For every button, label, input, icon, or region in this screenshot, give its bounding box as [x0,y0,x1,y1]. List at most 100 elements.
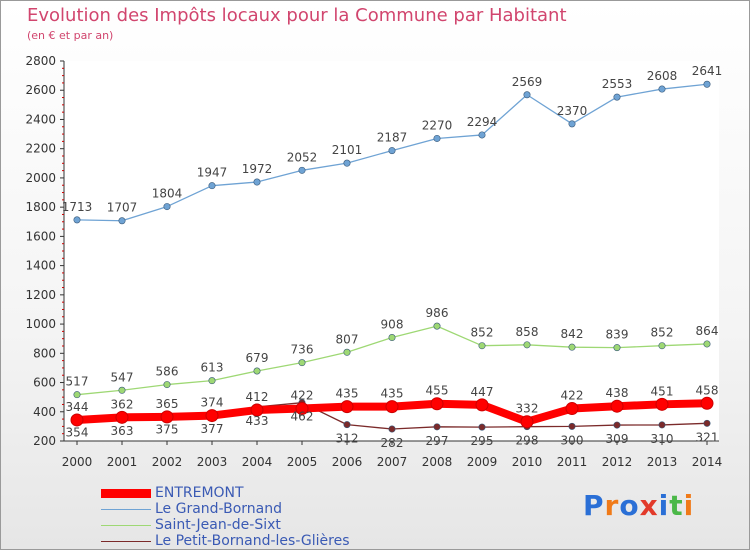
data-label: 908 [381,318,404,332]
chart-title: Evolution des Impôts locaux pour la Comm… [27,5,567,26]
data-label: 374 [201,396,224,410]
data-label: 1804 [152,187,183,201]
legend-label-entremont: ENTREMONT [155,485,244,501]
x-tick-label: 2013 [647,455,678,469]
y-tick-label: 1800 [25,200,56,214]
data-label: 422 [291,389,314,403]
labels-le-grand-bornand: 1713 1707 1804 1947 1972 2052 2101 2187 2270 2294… [62,64,723,215]
data-label: 2569 [512,75,543,89]
labels-entremont: 344 362 365 374 412 422 435 435 455 447 332 422 438 4… [66,383,719,415]
data-point [700,396,714,410]
y-tick-label: 2400 [25,112,56,126]
data-label: 447 [471,385,494,399]
logo-letter: t [669,489,684,522]
data-label: 2052 [287,150,318,164]
data-label: 458 [696,383,719,397]
legend: ENTREMONT Le Grand-Bornand Saint-Jean-de… [101,485,401,549]
data-label: 2187 [377,131,408,145]
data-label: 321 [696,430,719,444]
data-point [253,367,261,375]
data-point [430,397,444,411]
data-point [253,178,261,186]
plot-area [64,61,719,441]
data-point [610,399,624,413]
x-tick-label: 2004 [242,455,273,469]
y-tick-label: 2000 [25,171,56,185]
x-tick-label: 2000 [62,455,93,469]
data-label: 282 [381,436,404,450]
data-label: 332 [516,402,539,416]
data-label: 375 [156,422,179,436]
data-point [655,397,669,411]
data-label: 852 [651,326,674,340]
legend-item-entremont: ENTREMONT [101,485,401,501]
data-label: 354 [66,425,89,439]
y-tick-label: 800 [33,346,56,360]
data-point [295,402,309,416]
data-label: 344 [66,400,89,414]
data-label: 362 [111,397,134,411]
data-label: 986 [426,306,449,320]
data-point [118,217,126,225]
legend-swatch-entremont [101,489,151,498]
data-label: 1713 [62,200,93,214]
y-tick-label: 2800 [25,54,56,68]
line-chart: 200 400 600 800 1000 1200 1400 1600 1800 2000 2200… [25,54,723,469]
x-tick-label: 2014 [692,455,723,469]
data-point [523,91,531,99]
data-label: 451 [651,384,674,398]
x-tick-label: 2003 [197,455,228,469]
data-label: 1972 [242,162,273,176]
data-point [568,343,576,351]
data-label: 365 [156,397,179,411]
legend-swatch-le-petit-bornand [101,541,151,542]
data-point [703,80,711,88]
data-point [613,93,621,101]
labels-saint-jean-de-sixt: 517 547 586 613 679 736 807 908 986 852 858 842 839 8… [66,306,719,389]
data-point [163,203,171,211]
data-point [250,403,264,417]
data-point [658,421,666,429]
data-label: 462 [291,410,314,424]
data-label: 435 [381,387,404,401]
data-label: 2294 [467,115,498,129]
data-point [208,377,216,385]
y-tick-label: 2600 [25,83,56,97]
data-label: 309 [606,432,629,446]
data-point [208,182,216,190]
chart-subtitle: (en € et par an) [27,29,114,42]
data-point [478,131,486,139]
legend-swatch-le-grand-bornand [101,509,151,510]
data-label: 2608 [647,69,678,83]
data-point [658,342,666,350]
data-point [568,120,576,128]
data-point [388,425,396,433]
data-point [475,398,489,412]
data-point [343,348,351,356]
legend-label-le-grand-bornand: Le Grand-Bornand [155,501,283,517]
legend-label-le-petit-bornand: Le Petit-Bornand-les-Glières [155,533,350,549]
data-label: 435 [336,387,359,401]
logo-letter: o [619,489,640,522]
legend-item-le-grand-bornand: Le Grand-Bornand [101,501,401,517]
proxiti-logo: Proxiti [583,489,694,522]
data-label: 807 [336,332,359,346]
data-label: 363 [111,424,134,438]
y-tick-label: 1400 [25,259,56,273]
series-le-grand-bornand [73,80,711,225]
data-label: 852 [471,326,494,340]
data-point [520,415,534,429]
data-label: 839 [606,328,629,342]
data-label: 1707 [107,201,138,215]
logo-letter: x [639,489,659,522]
y-tick-label: 600 [33,376,56,390]
x-tick-label: 2002 [152,455,183,469]
data-point [73,391,81,399]
data-point [613,344,621,352]
legend-label-saint-jean-de-sixt: Saint-Jean-de-Sixt [155,517,281,533]
x-tick-label: 2005 [287,455,318,469]
logo-letter: P [583,489,605,522]
data-label: 377 [201,422,224,436]
x-tick-label: 2006 [332,455,363,469]
